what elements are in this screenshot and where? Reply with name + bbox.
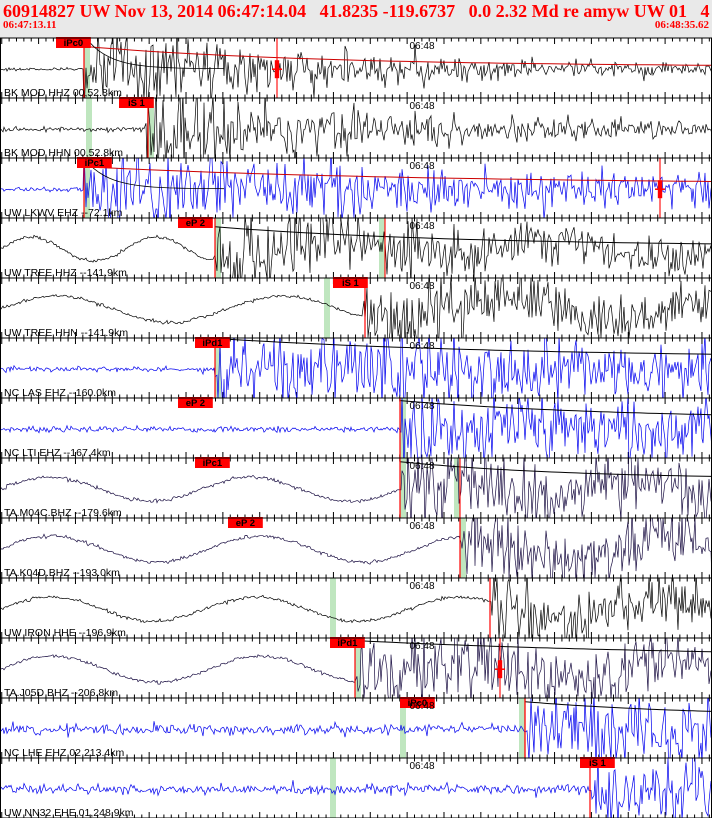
svg-text:iS 1: iS 1 (589, 758, 607, 769)
svg-text:UW NN32 EHE,01,248.9km: UW NN32 EHE,01,248.9km (4, 807, 134, 818)
svg-text:06:48: 06:48 (410, 221, 435, 232)
svg-text:iS 1: iS 1 (128, 98, 146, 109)
svg-text:06:48: 06:48 (410, 701, 435, 712)
svg-text:iPd1: iPd1 (202, 338, 223, 349)
svg-text:06:48: 06:48 (410, 281, 435, 292)
svg-text:06:48: 06:48 (410, 521, 435, 532)
svg-text:TA.J05D BHZ --206.8km: TA.J05D BHZ --206.8km (4, 687, 118, 699)
svg-text:06:48: 06:48 (410, 101, 435, 112)
svg-text:NC LHE EHZ 02 213.4km: NC LHE EHZ 02 213.4km (4, 747, 124, 759)
svg-text:eP 2: eP 2 (186, 218, 205, 229)
svg-text:iPc1: iPc1 (203, 458, 223, 469)
svg-text:UW TREE HHZ --141.9km: UW TREE HHZ --141.9km (4, 267, 127, 279)
svg-text:UW IRON HHE --196.9km: UW IRON HHE --196.9km (4, 627, 126, 639)
svg-text:06:48: 06:48 (410, 41, 435, 52)
svg-text:iPd1: iPd1 (337, 638, 358, 649)
svg-text:TA.K04D.BHZ --193.0km: TA.K04D.BHZ --193.0km (4, 567, 120, 579)
svg-text:iS 1: iS 1 (342, 278, 360, 289)
svg-text:iPc0: iPc0 (64, 38, 84, 49)
svg-text:NC LAS EHZ --160.0km: NC LAS EHZ --160.0km (4, 387, 116, 399)
svg-text:06:48: 06:48 (410, 341, 435, 352)
svg-text:06:48: 06:48 (410, 401, 435, 412)
svg-text:NC LTI EHZ --167.4km: NC LTI EHZ --167.4km (4, 447, 111, 459)
svg-text:06:48: 06:48 (410, 581, 435, 592)
svg-text:06:48: 06:48 (410, 161, 435, 172)
svg-text:UW LKWV EHZ --72.1km: UW LKWV EHZ --72.1km (4, 207, 123, 219)
svg-text:eP 2: eP 2 (236, 518, 255, 529)
svg-text:BK MOD HHZ 00,52.8km: BK MOD HHZ 00,52.8km (4, 87, 122, 99)
svg-text:06:48: 06:48 (410, 761, 435, 772)
svg-text:UW TREE HHN --141.9km: UW TREE HHN --141.9km (4, 327, 128, 339)
svg-text:eP 2: eP 2 (186, 398, 205, 409)
svg-text:06:48: 06:48 (410, 641, 435, 652)
svg-text:06:48: 06:48 (410, 461, 435, 472)
svg-text:TA.M04C.BHZ --179.6km: TA.M04C.BHZ --179.6km (4, 507, 122, 519)
svg-text:iPc1: iPc1 (85, 158, 105, 169)
